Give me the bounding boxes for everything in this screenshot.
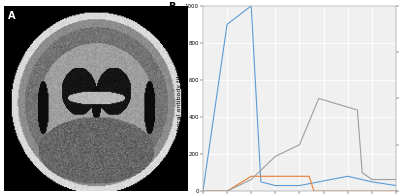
AChSR [316,97,321,100]
Line: Lgi1: Lgi1 [203,176,396,191]
AMPAR [200,190,205,192]
AChSR [355,109,360,111]
AChSR [249,178,254,181]
Y-axis label: Intrathecal antibody titers (1:x): Intrathecal antibody titers (1:x) [177,49,182,148]
AChSR [297,144,302,146]
Lgi1 [394,190,398,192]
Line: AMPAR: AMPAR [203,6,396,191]
Lgi1 [258,175,263,177]
AChSR [370,178,374,181]
AChSR [273,155,278,158]
AChSR [394,178,398,181]
AMPAR [316,181,321,183]
AMPAR [258,181,263,183]
Line: AChSR: AChSR [203,98,396,191]
AMPAR [370,181,374,183]
Lgi1 [249,175,254,177]
AMPAR [345,175,350,177]
AChSR [200,190,205,192]
AMPAR [249,5,254,7]
AMPAR [225,23,230,26]
Lgi1 [312,190,316,192]
Lgi1 [225,190,230,192]
Lgi1 [273,175,278,177]
AMPAR [394,184,398,187]
Text: B: B [168,2,176,12]
Lgi1 [200,190,205,192]
Text: A: A [8,11,15,21]
AMPAR [273,184,278,187]
AChSR [360,171,365,174]
AChSR [225,190,230,192]
Lgi1 [297,175,302,177]
AMPAR [297,184,302,187]
Lgi1 [307,175,312,177]
Lgi1 [345,190,350,192]
